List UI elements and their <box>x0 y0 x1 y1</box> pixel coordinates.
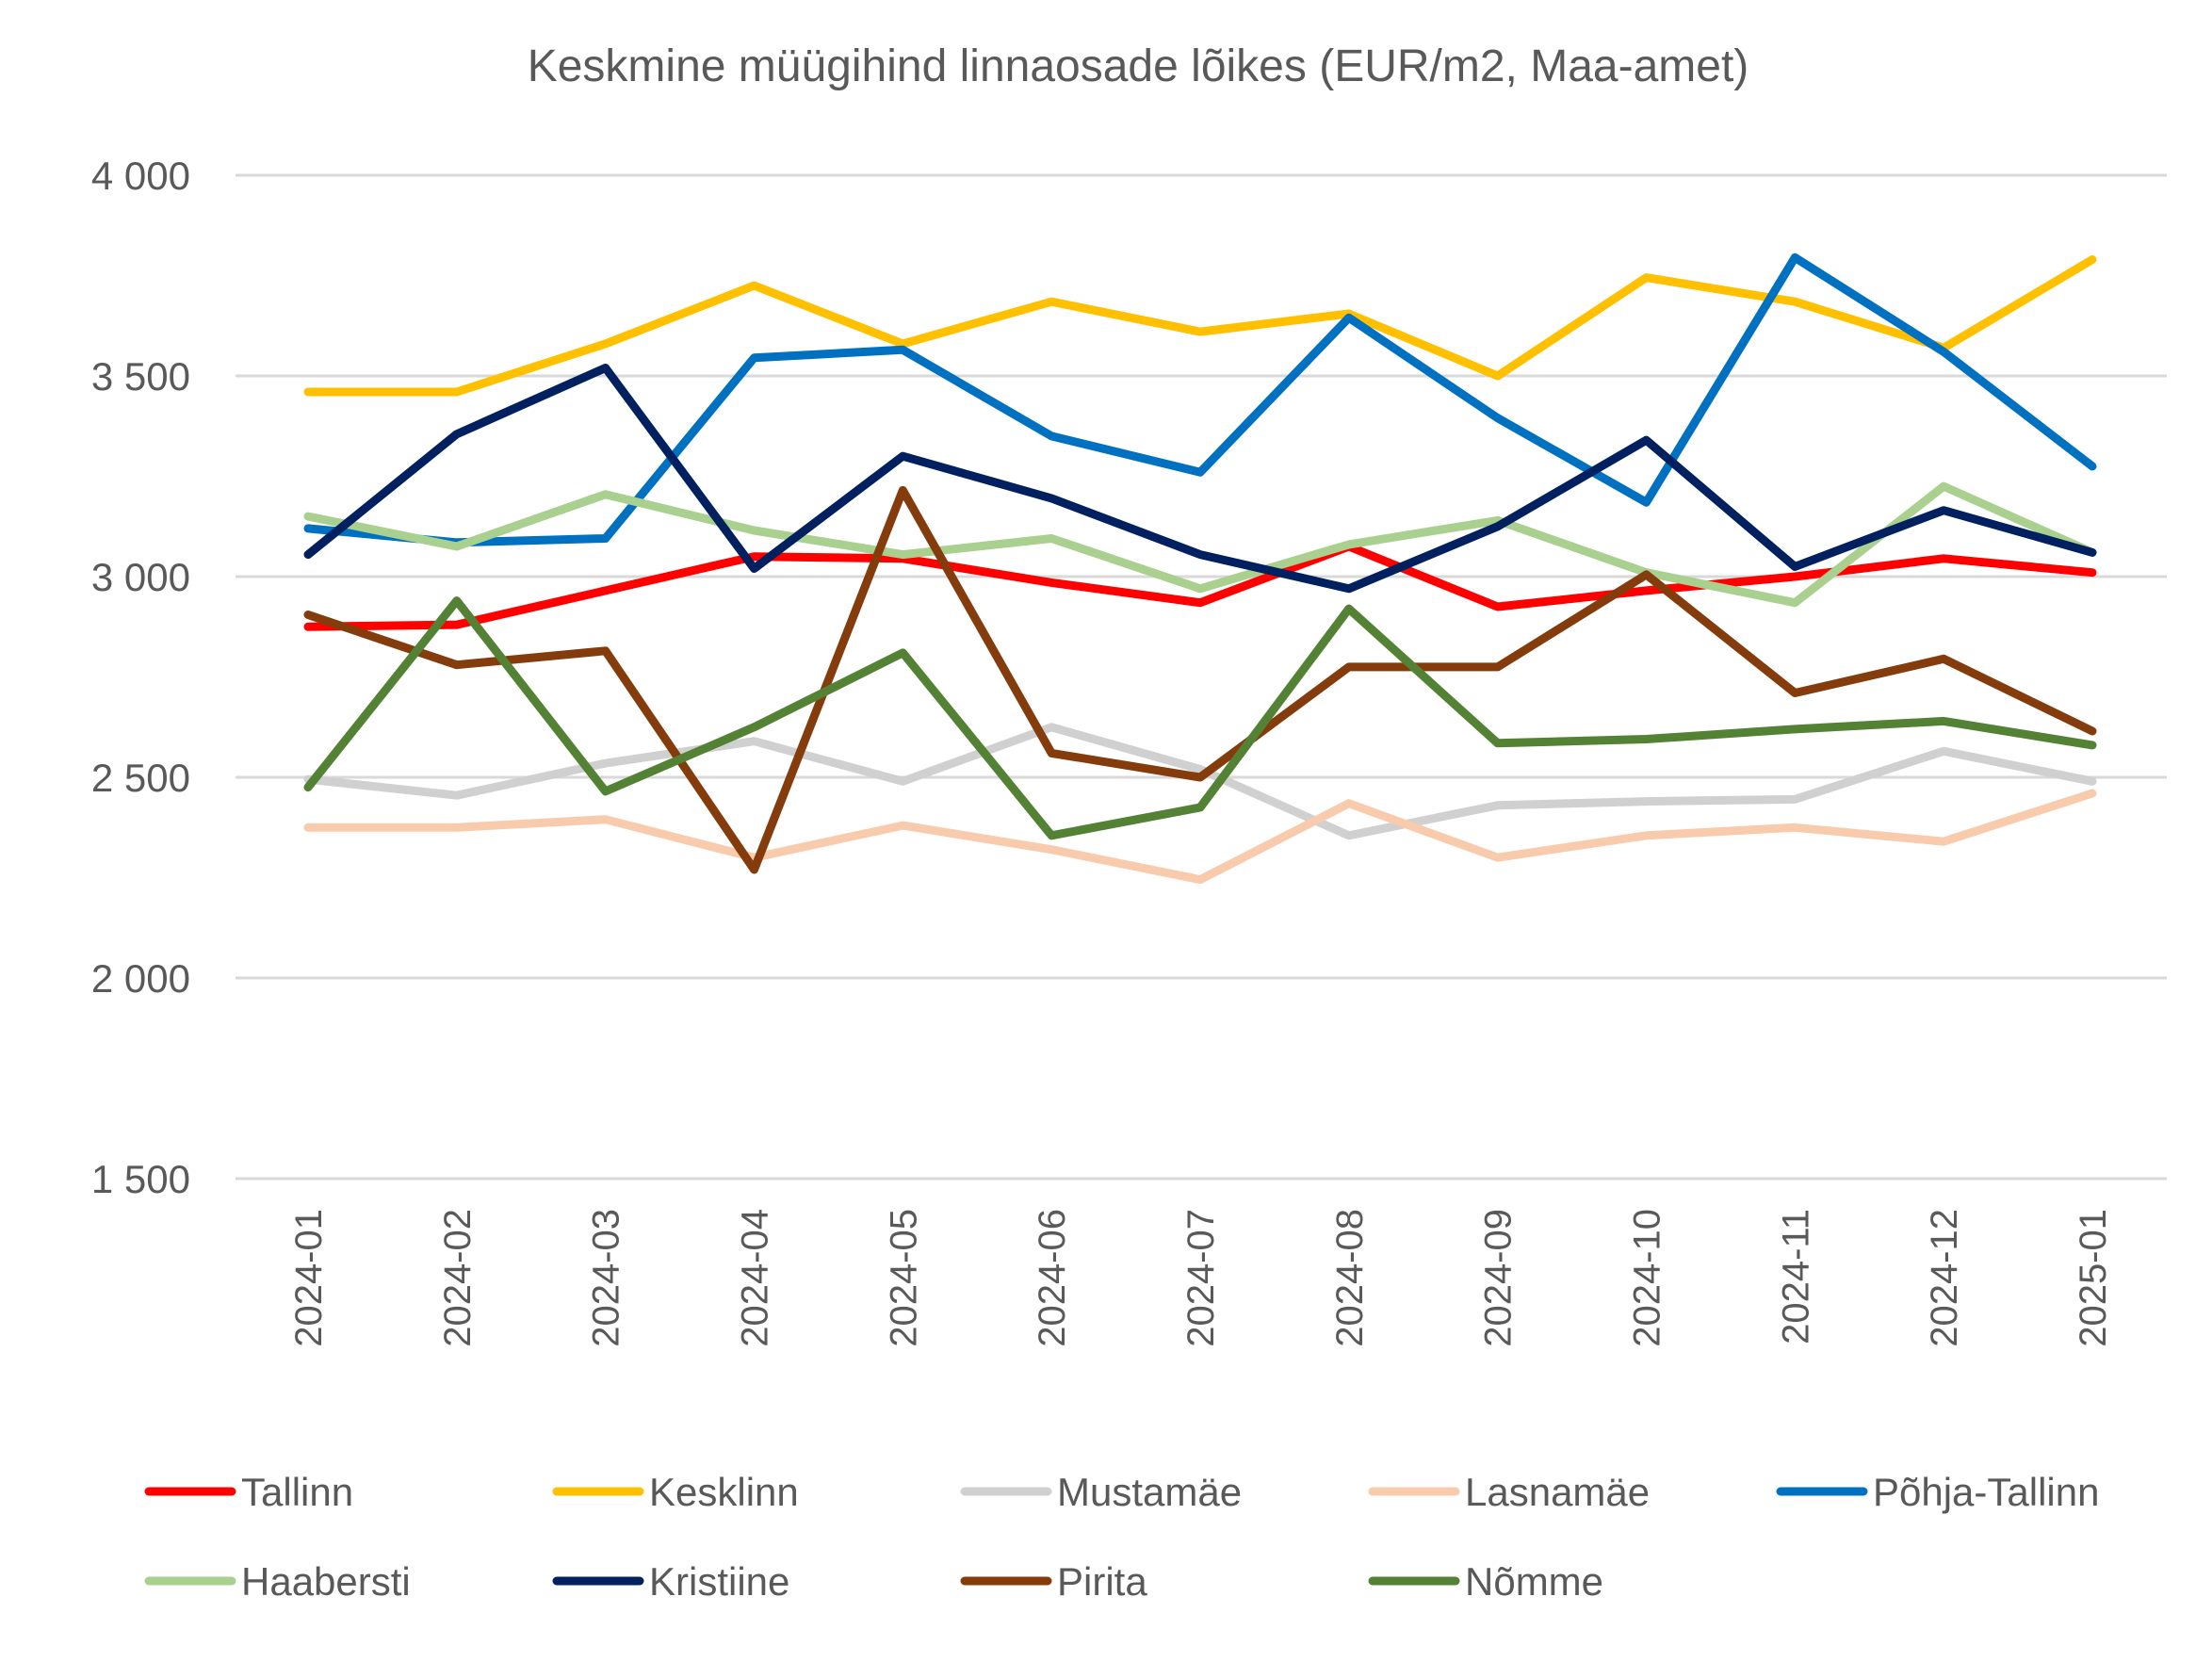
legend-label: Lasnamäe <box>1465 1470 1650 1514</box>
legend-item: Pirita <box>960 1559 1147 1604</box>
y-tick-label: 2 500 <box>91 756 190 800</box>
x-tick-label: 2024-02 <box>437 1209 479 1347</box>
x-axis-ticks: 2024-01 2024-02 2024-03 2024-04 2024-05 2024-… <box>288 1209 2114 1347</box>
x-tick-label: 2024-07 <box>1180 1209 1222 1347</box>
y-tick-label: 3 500 <box>91 354 190 399</box>
series-line-mustam-e <box>303 723 2097 840</box>
legend-item: Kesklinn <box>552 1470 799 1514</box>
legend-item: Lasnamäe <box>1368 1470 1650 1514</box>
legend-item: Kristiine <box>552 1559 789 1604</box>
legend-label: Haabersti <box>241 1559 411 1604</box>
x-tick-label: 2024-03 <box>586 1209 627 1347</box>
legend-label: Kesklinn <box>649 1470 799 1514</box>
y-tick-label: 3 000 <box>91 555 190 599</box>
legend-item: Haabersti <box>144 1559 411 1604</box>
legend-label: Põhja-Tallinn <box>1873 1470 2099 1514</box>
legend-item: Mustamäe <box>960 1470 1242 1514</box>
y-tick-label: 4 000 <box>91 154 190 198</box>
x-tick-label: 2024-06 <box>1032 1209 1073 1347</box>
x-tick-label: 2024-01 <box>288 1209 330 1347</box>
y-axis-ticks: 1 500 2 000 2 500 3 000 3 500 4 000 <box>91 154 190 1201</box>
legend-item: Põhja-Tallinn <box>1776 1470 2099 1514</box>
legend-label: Tallinn <box>241 1470 353 1514</box>
series-line-kristiine <box>303 364 2097 594</box>
chart-title: Keskmine müügihind linnaosade lõikes (EU… <box>528 41 1749 91</box>
y-tick-label: 1 500 <box>91 1157 190 1201</box>
legend-item: Nõmme <box>1368 1559 1603 1604</box>
series-line-haabersti <box>303 481 2097 608</box>
series-line-p-hja-tallinn <box>303 253 2097 547</box>
series-line-tallinn <box>303 542 2097 631</box>
x-tick-label: 2024-04 <box>735 1209 776 1347</box>
x-tick-label: 2024-10 <box>1627 1209 1668 1347</box>
x-tick-label: 2024-08 <box>1329 1209 1371 1347</box>
legend-label: Pirita <box>1057 1559 1147 1604</box>
x-tick-label: 2024-09 <box>1478 1209 1520 1347</box>
series-line-kesklinn <box>303 255 2097 397</box>
x-tick-label: 2025-01 <box>2073 1209 2114 1347</box>
series-line-pirita <box>303 485 2097 874</box>
y-tick-label: 2 000 <box>91 956 190 1001</box>
x-tick-label: 2024-11 <box>1775 1209 1816 1344</box>
legend-label: Mustamäe <box>1057 1470 1242 1514</box>
series-lines <box>303 253 2097 885</box>
series-line-lasnam-e <box>303 789 2097 885</box>
legend-label: Kristiine <box>649 1559 789 1604</box>
x-tick-label: 2024-12 <box>1924 1209 1965 1347</box>
legend: Tallinn Kesklinn Mustamäe Lasnamäe Põhja-Tal… <box>144 1470 2099 1604</box>
series-line-n-mme <box>303 596 2097 840</box>
legend-label: Nõmme <box>1465 1559 1603 1604</box>
x-tick-label: 2024-05 <box>883 1209 924 1347</box>
legend-item: Tallinn <box>144 1470 353 1514</box>
